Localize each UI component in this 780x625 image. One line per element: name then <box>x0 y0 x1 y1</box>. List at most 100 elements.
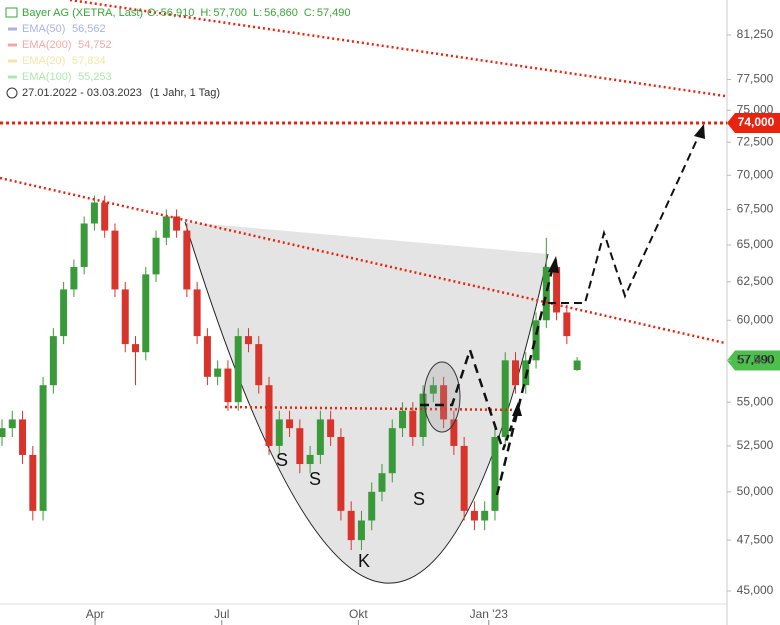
candle-body <box>542 266 550 321</box>
price-tag-label: 74,000 <box>738 115 775 129</box>
support-line <box>224 405 521 412</box>
candle-body <box>399 410 407 429</box>
candle-body <box>101 202 109 231</box>
y-tick-label: 65,000 <box>737 237 774 251</box>
candle-body <box>244 336 252 345</box>
legend-value: 56,562 <box>72 23 106 35</box>
projection <box>548 132 701 304</box>
candle-body <box>142 274 150 353</box>
candle-body <box>214 368 222 377</box>
y-tick-label: 47,500 <box>737 532 774 546</box>
candle-body <box>90 202 98 224</box>
legend-name: EMA(20) <box>22 55 65 67</box>
candle-body <box>419 393 427 438</box>
x-tick-label: Apr <box>86 607 105 621</box>
legend-name: EMA(200) <box>22 39 72 51</box>
legend-swatch <box>8 27 17 31</box>
candle-body <box>316 419 324 455</box>
y-tick-label: 67,500 <box>737 202 774 216</box>
candle-body <box>286 419 294 429</box>
x-tick-label: Jul <box>214 607 229 621</box>
y-tick-label: 77,500 <box>737 72 774 86</box>
pattern-letter: S <box>309 469 321 489</box>
legend-swatch <box>8 43 17 47</box>
candle-body <box>60 289 68 337</box>
period: 27.01.2022 - 03.03.2023 (1 Jahr, 1 Tag) <box>22 87 220 99</box>
candle-body <box>460 445 468 511</box>
arrow-head <box>512 402 522 416</box>
y-tick-label: 45,000 <box>737 583 774 597</box>
legend-value: 57,834 <box>72 55 106 67</box>
projection <box>495 265 555 496</box>
candle-body <box>275 419 283 446</box>
legend-name: EMA(50) <box>22 23 65 35</box>
candle-body <box>470 510 478 521</box>
candle-body <box>183 230 191 290</box>
candle-body <box>255 344 263 386</box>
arrow-head <box>694 124 705 139</box>
candle-body <box>501 360 509 438</box>
legend-icon <box>5 7 18 18</box>
candle-body <box>8 419 16 429</box>
candle-body <box>512 360 519 386</box>
candle-body <box>357 520 365 541</box>
candle-body <box>409 410 417 438</box>
y-tick-label: 75,000 <box>737 102 774 116</box>
candle-body <box>347 510 355 541</box>
candle-body <box>0 428 6 438</box>
legend: Bayer AG (XETRA, Last) O: 56,910 H: 57,700 L:… <box>5 7 350 99</box>
trend-line <box>0 176 726 345</box>
candle-body <box>296 428 304 465</box>
arrow-head <box>548 256 559 273</box>
cup-area <box>185 222 548 584</box>
price-tag <box>727 112 780 133</box>
candle-body <box>327 419 335 438</box>
candle-body <box>388 428 396 474</box>
y-tick-label: 57,500 <box>737 352 774 366</box>
candle-body <box>132 344 140 353</box>
pattern-letter: S <box>276 450 288 470</box>
x-tick-label: Jan '23 <box>470 607 509 621</box>
candle-body <box>193 289 201 337</box>
y-tick-label: 55,000 <box>737 394 774 408</box>
legend-swatch <box>8 75 17 79</box>
candle-body <box>19 419 27 455</box>
y-tick-label: 62,500 <box>737 274 774 288</box>
y-tick-label: 72,500 <box>737 134 774 148</box>
candle-body <box>49 336 57 386</box>
candle-body <box>368 491 376 521</box>
candle-body <box>234 336 242 403</box>
projection <box>501 407 520 451</box>
y-tick-label: 52,500 <box>737 438 774 452</box>
pattern-letter: K <box>358 551 370 571</box>
legend-swatch <box>8 59 17 63</box>
legend-name: EMA(100) <box>22 71 72 83</box>
projection <box>420 345 505 451</box>
price-tag-label: 57,490 <box>738 353 775 367</box>
trend-line <box>69 0 726 98</box>
candle-body <box>224 368 232 403</box>
circle-marker <box>423 361 461 433</box>
candle-body <box>532 320 540 361</box>
candle-body <box>491 437 499 511</box>
candle-body <box>563 312 571 337</box>
candle-body <box>553 266 561 313</box>
y-tick-label: 50,000 <box>737 484 774 498</box>
candle-body <box>80 223 88 267</box>
y-tick-label: 70,000 <box>737 167 774 181</box>
candle-body <box>573 360 581 371</box>
candle-body <box>337 437 345 511</box>
candle-body <box>121 289 129 345</box>
candle-body <box>29 454 37 511</box>
y-tick-label: 81,250 <box>737 27 774 41</box>
candle-body <box>481 510 489 521</box>
legend-value: 54,752 <box>78 39 112 51</box>
candle-body <box>173 216 181 231</box>
candle-body <box>111 230 119 290</box>
y-tick-label: 60,000 <box>737 312 774 326</box>
candle-body <box>378 473 386 492</box>
candle-body <box>203 336 211 377</box>
legend-value: 55,253 <box>78 71 112 83</box>
